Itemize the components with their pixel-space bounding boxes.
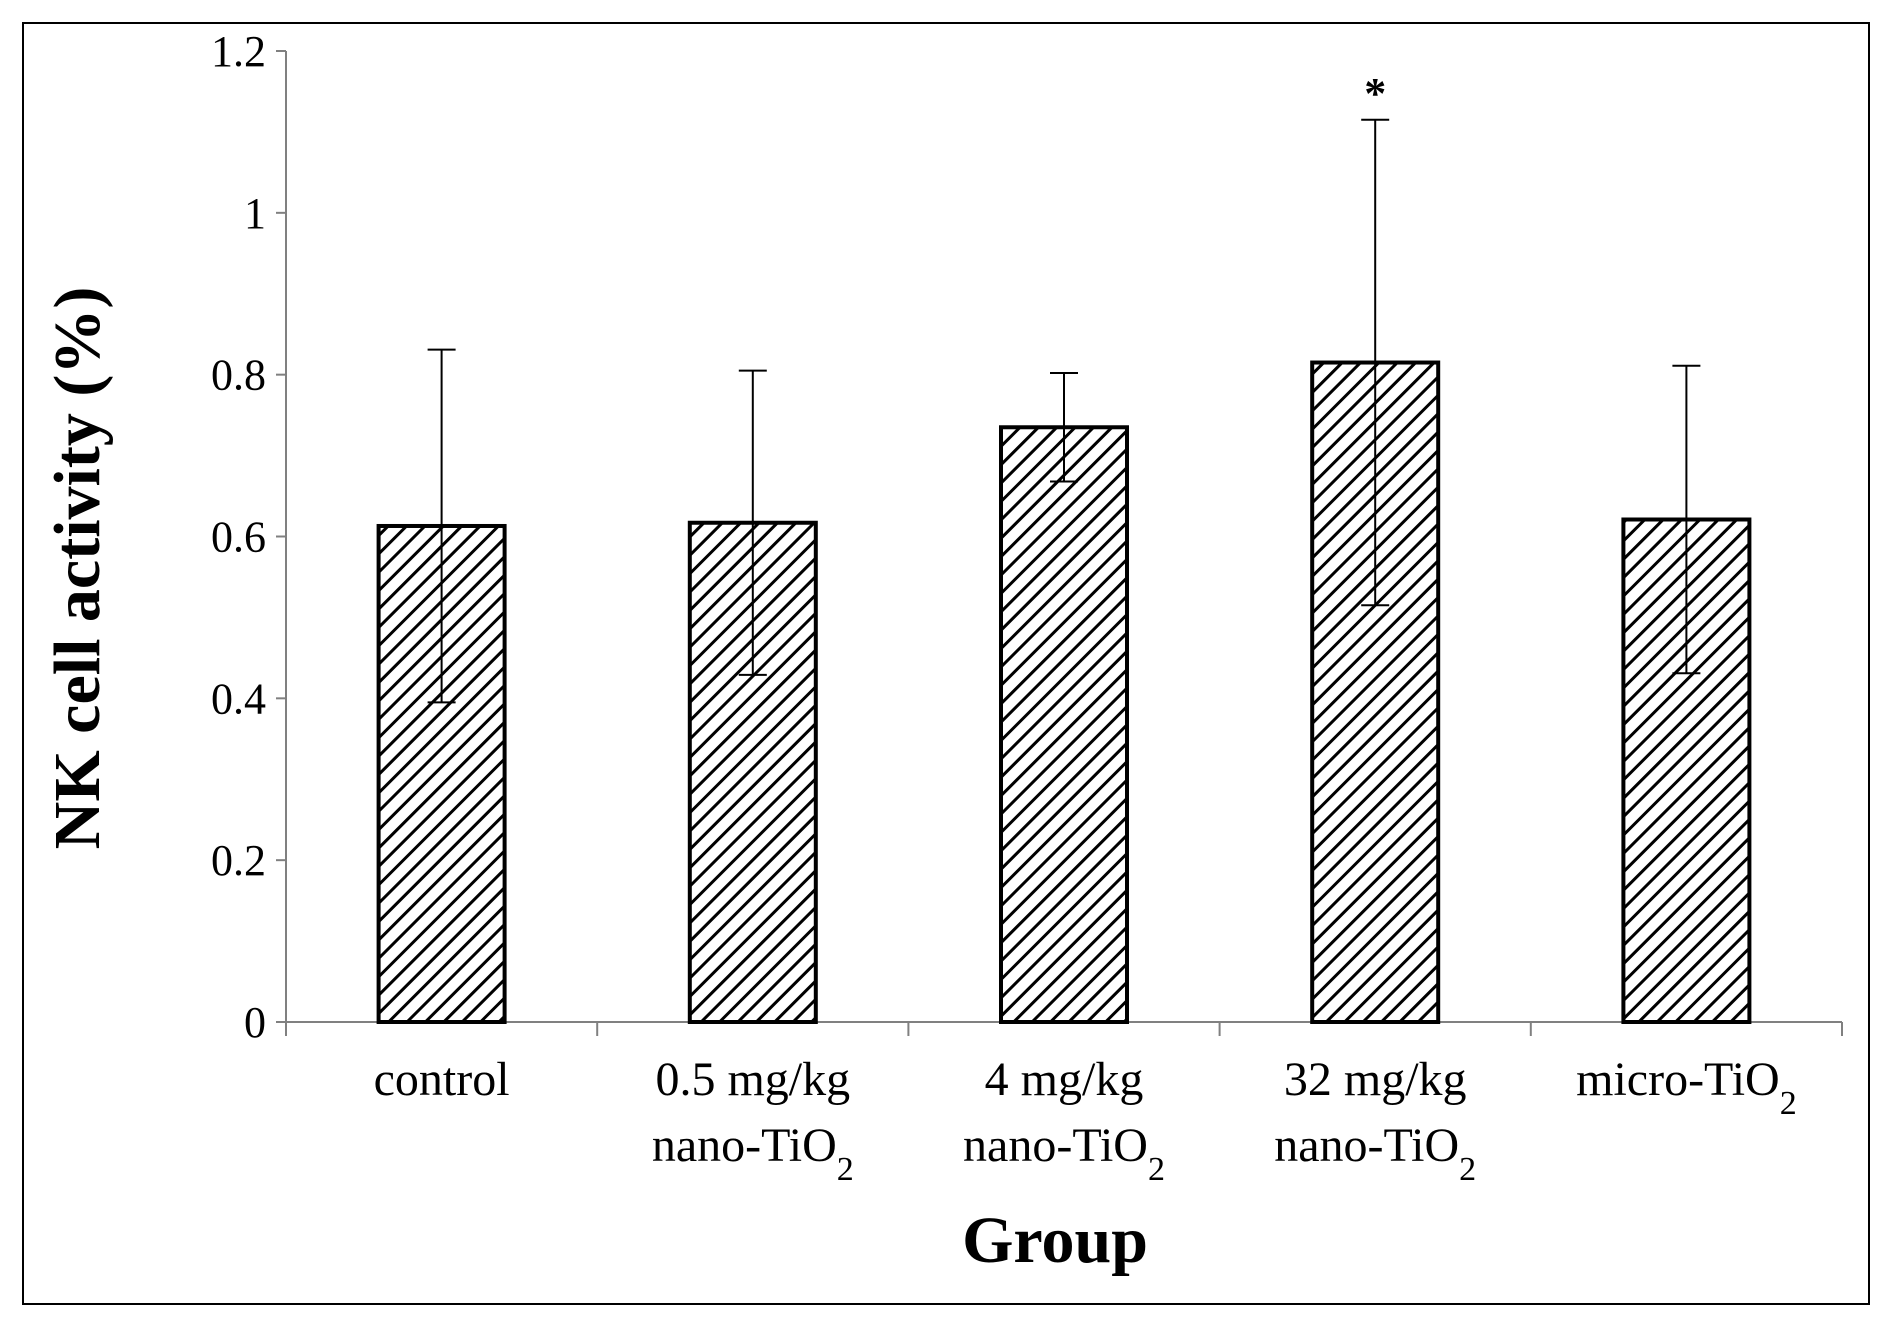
y-tick-label: 0: [244, 998, 266, 1047]
bar-chart: 0 0.2 0.4 0.6 0.8 1 1.2 * control 0.5 mg/kg nano…: [41, 27, 1843, 1277]
y-tick-label: 0.4: [211, 674, 266, 723]
category-label: control: [374, 1053, 510, 1106]
category-label: 32 mg/kg: [1284, 1053, 1467, 1106]
category-label: 4 mg/kg: [985, 1053, 1144, 1106]
category-label-line2: nano-TiO2: [1274, 1119, 1476, 1188]
error-bars: *: [427, 69, 1701, 704]
category-label: 0.5 mg/kg: [655, 1053, 850, 1106]
category-label-line2: nano-TiO2: [963, 1119, 1165, 1188]
category-labels: control 0.5 mg/kg nano-TiO2 4 mg/kg nano-TiO…: [374, 1053, 1797, 1188]
x-axis-title: Group: [962, 1204, 1148, 1277]
bars: [376, 360, 1752, 1024]
significance-marker: *: [1364, 69, 1386, 118]
y-tick-label: 1.2: [211, 27, 266, 76]
y-tick-label: 0.2: [211, 836, 266, 885]
y-tick-label: 0.6: [211, 513, 266, 562]
y-tick-label: 0.8: [211, 351, 266, 400]
category-label-line2: nano-TiO2: [652, 1119, 854, 1188]
y-tick-label: 1: [244, 189, 266, 238]
x-axis: [285, 1021, 1843, 1036]
y-axis-title: NK cell activity (%): [41, 287, 114, 850]
y-axis: 0 0.2 0.4 0.6 0.8 1 1.2: [211, 27, 287, 1047]
category-label: micro-TiO2: [1576, 1053, 1797, 1122]
chart-frame: 0 0.2 0.4 0.6 0.8 1 1.2 * control 0.5 mg/kg nano…: [22, 22, 1870, 1305]
bar: [999, 425, 1129, 1024]
